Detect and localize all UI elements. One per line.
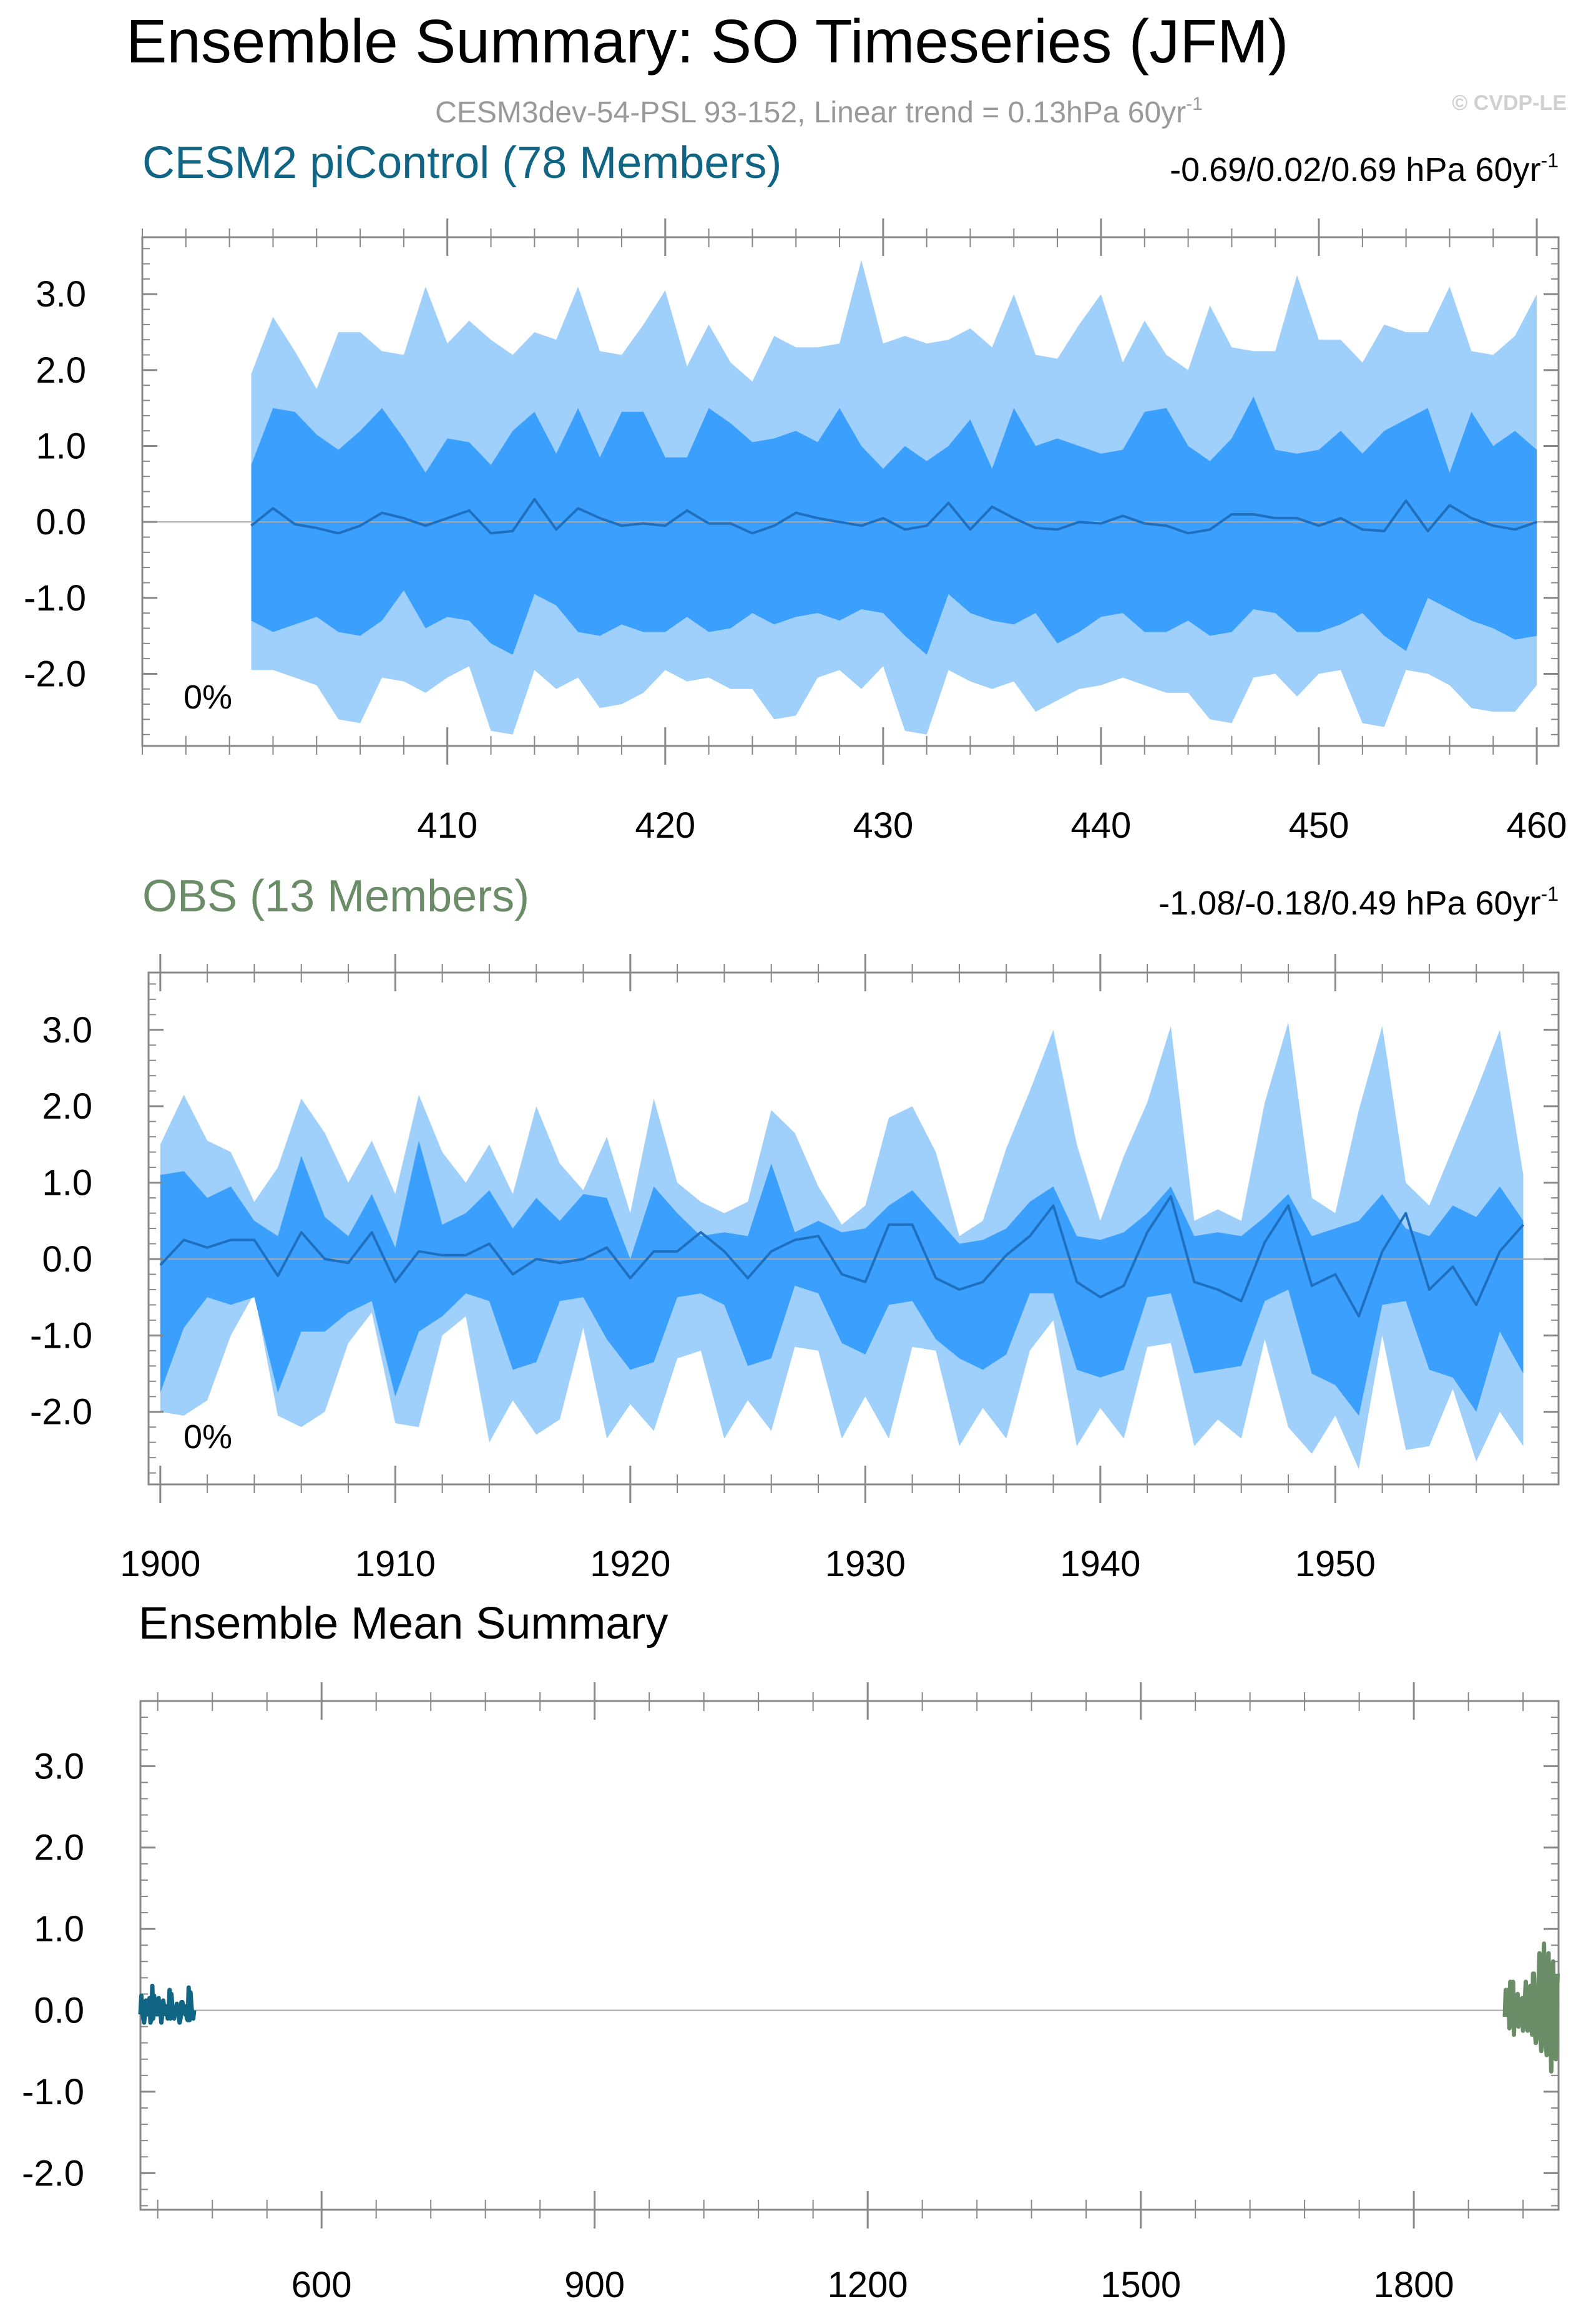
y-tick-label: -1.0 xyxy=(24,578,86,619)
x-tick-label: 900 xyxy=(564,2265,625,2305)
y-tick-label: -2.0 xyxy=(30,1392,92,1433)
panel-title: Ensemble Mean Summary xyxy=(139,1599,668,1649)
series-line-obs xyxy=(1502,1941,1560,2074)
y-tick-label: 3.0 xyxy=(34,1746,84,1787)
y-tick-label: 2.0 xyxy=(34,1828,84,1868)
x-tick-label: 1800 xyxy=(1374,2265,1454,2305)
y-tick-label: -1.0 xyxy=(30,1315,92,1356)
band-25-75-percentile xyxy=(251,396,1537,655)
ensemble-mean-line xyxy=(159,1195,1525,1318)
y-tick-label: 2.0 xyxy=(36,350,86,391)
trend-stats-superscript: -1 xyxy=(1541,149,1559,172)
panel-ensemble-mean-summary: -2.0 -1.0 0.0 1.0 2.0 3.0 600 900 1200 1500 1800 En… xyxy=(22,1599,1560,2305)
y-tick-label: -2.0 xyxy=(22,2153,84,2194)
panel-cesm2-picontrol: -2.0 -1.0 0.0 1.0 2.0 3.0 410 420 430 440 450 460 CE… xyxy=(24,138,1567,846)
x-tick-label: 1500 xyxy=(1100,2265,1181,2305)
x-tick-label: 1950 xyxy=(1295,1544,1376,1584)
y-tick-label: 1.0 xyxy=(34,1909,84,1949)
percent-label: 0% xyxy=(184,679,232,716)
y-tick-label: 3.0 xyxy=(36,274,86,315)
watermark: © CVDP-LE xyxy=(1452,91,1567,115)
percent-label: 0% xyxy=(184,1418,232,1456)
trend-stats: -0.69/0.02/0.69 hPa 60yr-1 xyxy=(1170,149,1559,189)
x-tick-label: 440 xyxy=(1071,805,1132,846)
y-tick-label: 0.0 xyxy=(34,1991,84,2031)
panel-title: OBS (13 Members) xyxy=(142,871,529,921)
trend-stats-superscript: -1 xyxy=(1541,883,1559,905)
subtitle-superscript: -1 xyxy=(1186,94,1203,114)
ensemble-mean-line xyxy=(250,498,1537,535)
series-line-cesm2 xyxy=(138,1983,197,2025)
y-tick-label: 0.0 xyxy=(42,1239,92,1280)
y-tick-label: 2.0 xyxy=(42,1086,92,1127)
y-tick-label: 1.0 xyxy=(36,426,86,467)
y-tick-label: 1.0 xyxy=(42,1163,92,1204)
x-tick-label: 450 xyxy=(1289,805,1349,846)
trend-stats-text: -1.08/-0.18/0.49 hPa 60yr xyxy=(1158,885,1540,922)
trend-stats-text: -0.69/0.02/0.69 hPa 60yr xyxy=(1170,151,1540,189)
x-tick-label: 420 xyxy=(635,805,695,846)
y-tick-label: 3.0 xyxy=(42,1010,92,1051)
x-tick-label: 1200 xyxy=(828,2265,908,2305)
x-tick-label: 1910 xyxy=(355,1544,436,1584)
x-tick-label: 430 xyxy=(853,805,913,846)
band-25-75-percentile xyxy=(160,1140,1524,1416)
x-tick-label: 1930 xyxy=(825,1544,906,1584)
x-tick-label: 1900 xyxy=(120,1544,200,1584)
y-tick-label: 0.0 xyxy=(36,502,86,542)
x-tick-label: 1920 xyxy=(590,1544,670,1584)
x-tick-label: 460 xyxy=(1507,805,1567,846)
subtitle-text: CESM3dev-54-PSL 93-152, Linear trend = 0… xyxy=(435,96,1186,129)
trend-stats: -1.08/-0.18/0.49 hPa 60yr-1 xyxy=(1158,883,1559,922)
plot-frame xyxy=(139,1700,1560,2211)
figure-subtitle: CESM3dev-54-PSL 93-152, Linear trend = 0… xyxy=(435,94,1203,129)
panel-obs: -2.0 -1.0 0.0 1.0 2.0 3.0 1900 1910 1920 1930 1940… xyxy=(30,871,1560,1584)
x-tick-label: 1940 xyxy=(1060,1544,1140,1584)
x-tick-label: 600 xyxy=(291,2265,352,2305)
x-tick-label: 410 xyxy=(417,805,477,846)
panel-title: CESM2 piControl (78 Members) xyxy=(142,138,781,188)
y-tick-label: -1.0 xyxy=(22,2072,84,2112)
y-tick-label: -2.0 xyxy=(24,654,86,694)
figure-title: Ensemble Summary: SO Timeseries (JFM) xyxy=(126,7,1288,76)
